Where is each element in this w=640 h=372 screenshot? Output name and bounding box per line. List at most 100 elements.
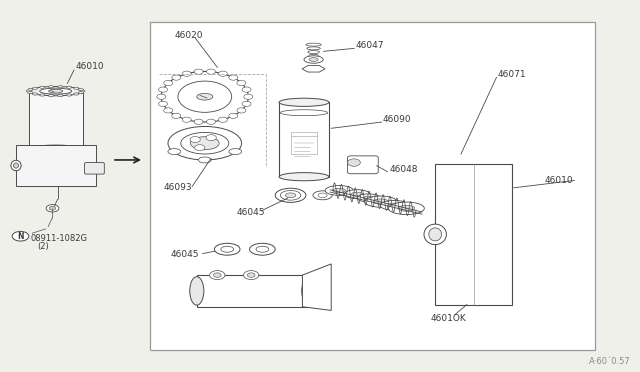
Ellipse shape <box>306 43 321 46</box>
Bar <box>435 164 512 305</box>
Ellipse shape <box>11 160 21 171</box>
Ellipse shape <box>40 88 72 94</box>
Ellipse shape <box>40 94 45 96</box>
Circle shape <box>218 71 227 76</box>
Ellipse shape <box>13 163 19 168</box>
Ellipse shape <box>365 196 397 207</box>
Circle shape <box>243 271 259 280</box>
Circle shape <box>218 117 227 122</box>
Ellipse shape <box>33 87 38 89</box>
Circle shape <box>237 108 246 113</box>
Ellipse shape <box>388 203 401 208</box>
Ellipse shape <box>250 243 275 255</box>
Circle shape <box>210 271 225 280</box>
Text: 46045: 46045 <box>171 250 200 259</box>
Text: 46093: 46093 <box>163 183 192 192</box>
Polygon shape <box>302 65 325 72</box>
Ellipse shape <box>304 56 323 63</box>
Circle shape <box>229 75 238 80</box>
Circle shape <box>229 113 238 118</box>
Text: 46047: 46047 <box>355 41 384 50</box>
Ellipse shape <box>364 196 374 200</box>
Circle shape <box>164 80 173 86</box>
Text: 46048: 46048 <box>389 165 418 174</box>
Ellipse shape <box>308 54 319 57</box>
Ellipse shape <box>74 93 79 95</box>
Text: 46071: 46071 <box>498 70 527 79</box>
Ellipse shape <box>280 190 301 200</box>
FancyBboxPatch shape <box>348 156 378 174</box>
Ellipse shape <box>26 90 31 92</box>
Circle shape <box>206 135 216 141</box>
Text: 4601OK: 4601OK <box>430 314 466 323</box>
Ellipse shape <box>302 277 316 305</box>
Text: 08911-1082G: 08911-1082G <box>30 234 87 243</box>
Ellipse shape <box>285 193 296 198</box>
Bar <box>279 102 329 177</box>
Ellipse shape <box>318 193 327 198</box>
Circle shape <box>214 273 221 277</box>
Text: A·60´0.57: A·60´0.57 <box>589 357 630 366</box>
Ellipse shape <box>256 246 269 252</box>
Circle shape <box>164 108 173 113</box>
Ellipse shape <box>198 157 211 163</box>
Circle shape <box>194 69 203 74</box>
Ellipse shape <box>429 228 442 241</box>
Circle shape <box>242 101 251 106</box>
Ellipse shape <box>280 110 328 116</box>
FancyBboxPatch shape <box>84 163 104 174</box>
Polygon shape <box>303 264 332 310</box>
Circle shape <box>207 69 216 74</box>
Circle shape <box>49 206 56 210</box>
Ellipse shape <box>168 148 180 155</box>
Ellipse shape <box>310 58 317 61</box>
Ellipse shape <box>380 201 408 210</box>
Ellipse shape <box>78 89 83 91</box>
Ellipse shape <box>28 92 33 94</box>
Ellipse shape <box>191 137 219 150</box>
Bar <box>291 132 317 154</box>
Circle shape <box>161 71 248 122</box>
Text: 46020: 46020 <box>174 31 203 40</box>
Ellipse shape <box>424 224 447 245</box>
Text: 46010: 46010 <box>76 62 104 71</box>
Ellipse shape <box>351 192 363 196</box>
Ellipse shape <box>398 205 415 211</box>
Ellipse shape <box>28 86 83 96</box>
Circle shape <box>12 231 29 241</box>
Circle shape <box>348 159 360 166</box>
Ellipse shape <box>333 188 346 193</box>
Circle shape <box>182 71 191 76</box>
Ellipse shape <box>221 246 234 252</box>
Ellipse shape <box>28 89 33 91</box>
Ellipse shape <box>33 93 38 95</box>
Ellipse shape <box>309 58 318 61</box>
Text: N: N <box>17 232 24 241</box>
Text: 46010: 46010 <box>544 176 573 185</box>
Ellipse shape <box>357 194 380 202</box>
Ellipse shape <box>58 86 63 88</box>
Ellipse shape <box>49 86 54 88</box>
Bar <box>29 93 83 149</box>
Ellipse shape <box>275 188 306 202</box>
Ellipse shape <box>189 277 204 305</box>
Ellipse shape <box>28 145 83 153</box>
Ellipse shape <box>308 51 319 54</box>
Ellipse shape <box>388 202 424 215</box>
Circle shape <box>46 205 59 212</box>
Circle shape <box>242 87 251 92</box>
Ellipse shape <box>67 86 72 89</box>
Bar <box>16 145 96 186</box>
Circle shape <box>157 94 166 99</box>
Ellipse shape <box>229 148 242 155</box>
Circle shape <box>159 87 168 92</box>
Ellipse shape <box>67 94 72 96</box>
Ellipse shape <box>74 87 79 89</box>
Ellipse shape <box>313 191 332 200</box>
Ellipse shape <box>373 199 388 204</box>
Ellipse shape <box>180 132 229 154</box>
Ellipse shape <box>307 47 321 50</box>
Circle shape <box>178 81 232 112</box>
Circle shape <box>159 101 168 106</box>
Text: 46090: 46090 <box>383 115 412 124</box>
